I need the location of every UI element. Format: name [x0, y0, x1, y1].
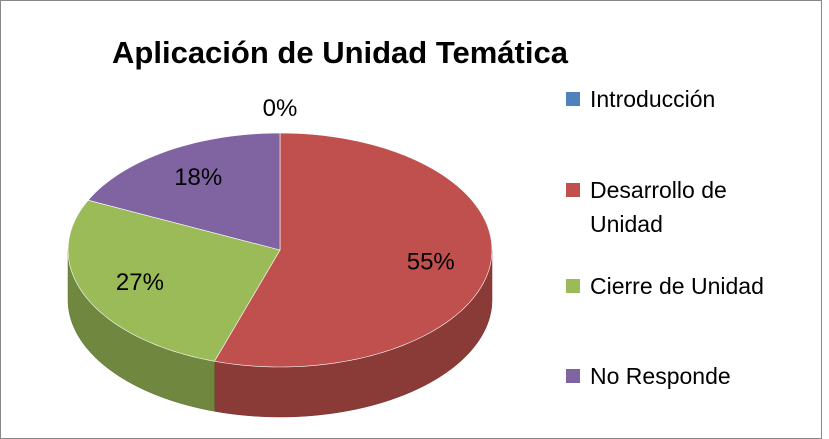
data-label: 0%	[263, 95, 298, 122]
slice	[87, 132, 281, 251]
legend-swatch	[566, 369, 580, 383]
legend-entry: Introducción	[566, 82, 816, 116]
legend-swatch	[566, 92, 580, 106]
chart-title: Aplicación de Unidad Temática	[112, 35, 569, 70]
legend-entry: Desarrollo de Unidad	[566, 173, 816, 241]
legend-swatch	[566, 279, 580, 293]
legend-entry: No Responde	[566, 359, 816, 393]
legend-label: Desarrollo de Unidad	[590, 177, 727, 237]
data-label: 18%	[174, 164, 222, 191]
legend-entry: Cierre de Unidad	[566, 269, 816, 303]
slice-top	[214, 132, 493, 368]
slice	[67, 199, 281, 412]
legend-label: Cierre de Unidad	[590, 273, 764, 299]
legend-label: Introducción	[590, 86, 716, 112]
slice-top	[67, 199, 281, 362]
legend-label: No Responde	[590, 363, 731, 389]
data-label: 55%	[407, 249, 455, 276]
data-label: 27%	[116, 269, 164, 296]
legend-swatch	[566, 183, 580, 197]
slice-top	[87, 132, 281, 251]
